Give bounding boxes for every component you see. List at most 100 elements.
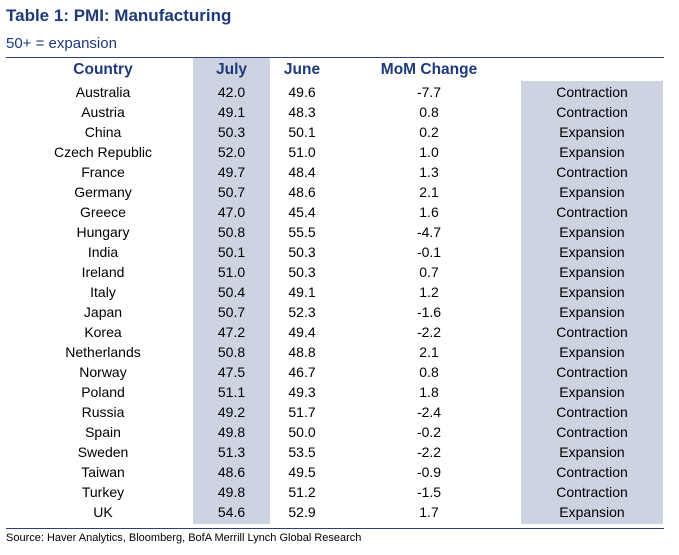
june-cell: 55.5 — [288, 224, 316, 240]
country-cell: Italy — [90, 284, 116, 300]
july-cell: 51.3 — [217, 444, 246, 460]
mom-change-cell: 1.2 — [419, 284, 439, 300]
mom-change-cell: -2.4 — [416, 404, 442, 420]
mom-change-cell: -1.5 — [416, 484, 442, 500]
table-row: Netherlands 50.8 48.8 2.1 Expansion — [0, 342, 679, 362]
mom-change-cell: 0.8 — [419, 104, 439, 120]
july-cell: 50.8 — [217, 224, 246, 240]
july-cell: 49.7 — [217, 164, 246, 180]
table-row: UK 54.6 52.9 1.7 Expansion — [0, 502, 679, 522]
june-cell: 50.3 — [288, 264, 316, 280]
status-cell: Expansion — [559, 444, 625, 460]
table-subtitle: 50+ = expansion — [6, 35, 117, 52]
status-cell: Expansion — [559, 144, 625, 160]
july-column-shade — [193, 58, 270, 524]
table-row: Taiwan 48.6 49.5 -0.9 Contraction — [0, 462, 679, 482]
july-cell: 47.2 — [217, 324, 246, 340]
bottom-rule — [6, 528, 664, 555]
mom-change-cell: 2.1 — [419, 184, 439, 200]
july-cell: 49.2 — [217, 404, 246, 420]
july-cell: 49.1 — [217, 104, 246, 120]
status-cell: Contraction — [556, 364, 628, 380]
june-cell: 50.3 — [288, 244, 316, 260]
table-row: Norway 47.5 46.7 0.8 Contraction — [0, 362, 679, 382]
table-row: Turkey 49.8 51.2 -1.5 Contraction — [0, 482, 679, 502]
country-cell: UK — [93, 504, 113, 520]
table-row: Germany 50.7 48.6 2.1 Expansion — [0, 182, 679, 202]
june-cell: 46.7 — [288, 364, 316, 380]
july-cell: 51.1 — [217, 384, 246, 400]
table-row: France 49.7 48.4 1.3 Contraction — [0, 162, 679, 182]
june-cell: 48.6 — [288, 184, 316, 200]
mom-change-cell: -4.7 — [416, 224, 442, 240]
mom-change-cell: -7.7 — [416, 84, 442, 100]
status-column-shade — [521, 81, 663, 524]
july-cell: 50.7 — [217, 304, 246, 320]
table-title: Table 1: PMI: Manufacturing — [6, 6, 232, 25]
table-row: Australia 42.0 49.6 -7.7 Contraction — [0, 82, 679, 102]
june-cell: 51.2 — [288, 484, 316, 500]
mom-change-cell: -1.6 — [416, 304, 442, 320]
status-cell: Expansion — [559, 504, 625, 520]
june-cell: 49.4 — [288, 324, 316, 340]
header-july: July — [215, 61, 247, 78]
status-cell: Expansion — [559, 384, 625, 400]
mom-change-cell: 0.8 — [419, 364, 439, 380]
table-row: Ireland 51.0 50.3 0.7 Expansion — [0, 262, 679, 282]
status-cell: Expansion — [559, 284, 625, 300]
status-cell: Contraction — [556, 324, 628, 340]
july-cell: 47.5 — [217, 364, 246, 380]
june-cell: 52.3 — [288, 304, 316, 320]
july-cell: 50.1 — [217, 244, 246, 260]
june-cell: 50.1 — [288, 124, 316, 140]
country-cell: China — [84, 124, 122, 140]
country-cell: Czech Republic — [53, 144, 153, 160]
table-row: Czech Republic 52.0 51.0 1.0 Expansion — [0, 142, 679, 162]
table-row: India 50.1 50.3 -0.1 Expansion — [0, 242, 679, 262]
country-cell: Korea — [84, 324, 122, 340]
june-cell: 49.3 — [288, 384, 316, 400]
status-cell: Contraction — [556, 204, 628, 220]
source-note: Source: Haver Analytics, Bloomberg, BofA… — [6, 532, 362, 544]
status-cell: Contraction — [556, 464, 628, 480]
table-row: Poland 51.1 49.3 1.8 Expansion — [0, 382, 679, 402]
table-row: Greece 47.0 45.4 1.6 Contraction — [0, 202, 679, 222]
status-cell: Expansion — [559, 264, 625, 280]
header-june: June — [283, 61, 321, 78]
country-cell: Poland — [81, 384, 125, 400]
july-cell: 49.8 — [217, 424, 246, 440]
country-cell: Norway — [79, 364, 127, 380]
june-cell: 51.7 — [288, 404, 316, 420]
header-country: Country — [73, 61, 133, 78]
mom-change-cell: 2.1 — [419, 344, 439, 360]
june-cell: 52.9 — [288, 504, 316, 520]
country-cell: Ireland — [81, 264, 125, 280]
table-row: China 50.3 50.1 0.2 Expansion — [0, 122, 679, 142]
june-cell: 50.0 — [288, 424, 316, 440]
table-body: Australia 42.0 49.6 -7.7 Contraction Austria 4… — [0, 82, 679, 522]
mom-change-cell: -0.9 — [416, 464, 442, 480]
mom-change-cell: 1.6 — [419, 204, 439, 220]
mom-change-cell: 0.7 — [419, 264, 439, 280]
table-row: Japan 50.7 52.3 -1.6 Expansion — [0, 302, 679, 322]
status-cell: Contraction — [556, 424, 628, 440]
table-row: Sweden 51.3 53.5 -2.2 Expansion — [0, 442, 679, 462]
country-cell: Greece — [80, 204, 126, 220]
june-cell: 49.1 — [288, 284, 316, 300]
june-cell: 49.6 — [288, 84, 316, 100]
status-cell: Expansion — [559, 244, 625, 260]
july-cell: 49.8 — [217, 484, 246, 500]
country-cell: Turkey — [81, 484, 125, 500]
july-cell: 48.6 — [217, 464, 246, 480]
june-cell: 48.8 — [288, 344, 316, 360]
july-cell: 42.0 — [217, 84, 246, 100]
country-cell: Russia — [81, 404, 125, 420]
july-cell: 50.8 — [217, 344, 246, 360]
mom-change-cell: 1.0 — [419, 144, 439, 160]
mom-change-cell: 1.7 — [419, 504, 439, 520]
mom-change-cell: -0.2 — [416, 424, 442, 440]
july-cell: 50.3 — [217, 124, 246, 140]
july-cell: 50.7 — [217, 184, 246, 200]
country-cell: Spain — [85, 424, 121, 440]
status-cell: Contraction — [556, 404, 628, 420]
